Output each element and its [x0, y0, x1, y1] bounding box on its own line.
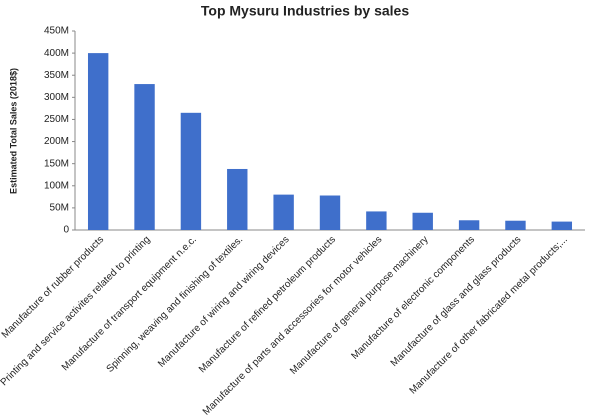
x-tick-label: Manufacture of other fabricated metal pr…	[408, 234, 570, 396]
bar	[87, 53, 109, 230]
y-tick-label: 400M	[44, 48, 69, 59]
bar	[180, 112, 202, 230]
y-tick-label: 100M	[44, 180, 69, 191]
bar	[551, 221, 573, 230]
y-tick-label: 450M	[44, 26, 69, 37]
bar	[505, 220, 526, 230]
y-tick-label: 200M	[44, 136, 69, 147]
bar	[227, 168, 248, 230]
chart-title: Top Mysuru Industries by sales	[201, 3, 409, 19]
bar	[366, 211, 387, 230]
y-tick-label: 50M	[50, 203, 69, 214]
x-tick-label: Manufacture of parts and accessories for…	[201, 234, 384, 416]
y-tick-label: 350M	[44, 70, 69, 81]
y-tick-label: 250M	[44, 114, 69, 125]
bar	[134, 84, 155, 230]
y-tick-label: 0	[63, 225, 69, 236]
bar	[273, 194, 294, 230]
y-axis-label: Estimated Total Sales (2018$)	[8, 68, 18, 194]
y-tick-label: 150M	[44, 158, 69, 169]
y-tick-label: 300M	[44, 92, 69, 103]
bar	[412, 212, 433, 230]
bar	[458, 220, 480, 230]
bar	[319, 195, 341, 230]
